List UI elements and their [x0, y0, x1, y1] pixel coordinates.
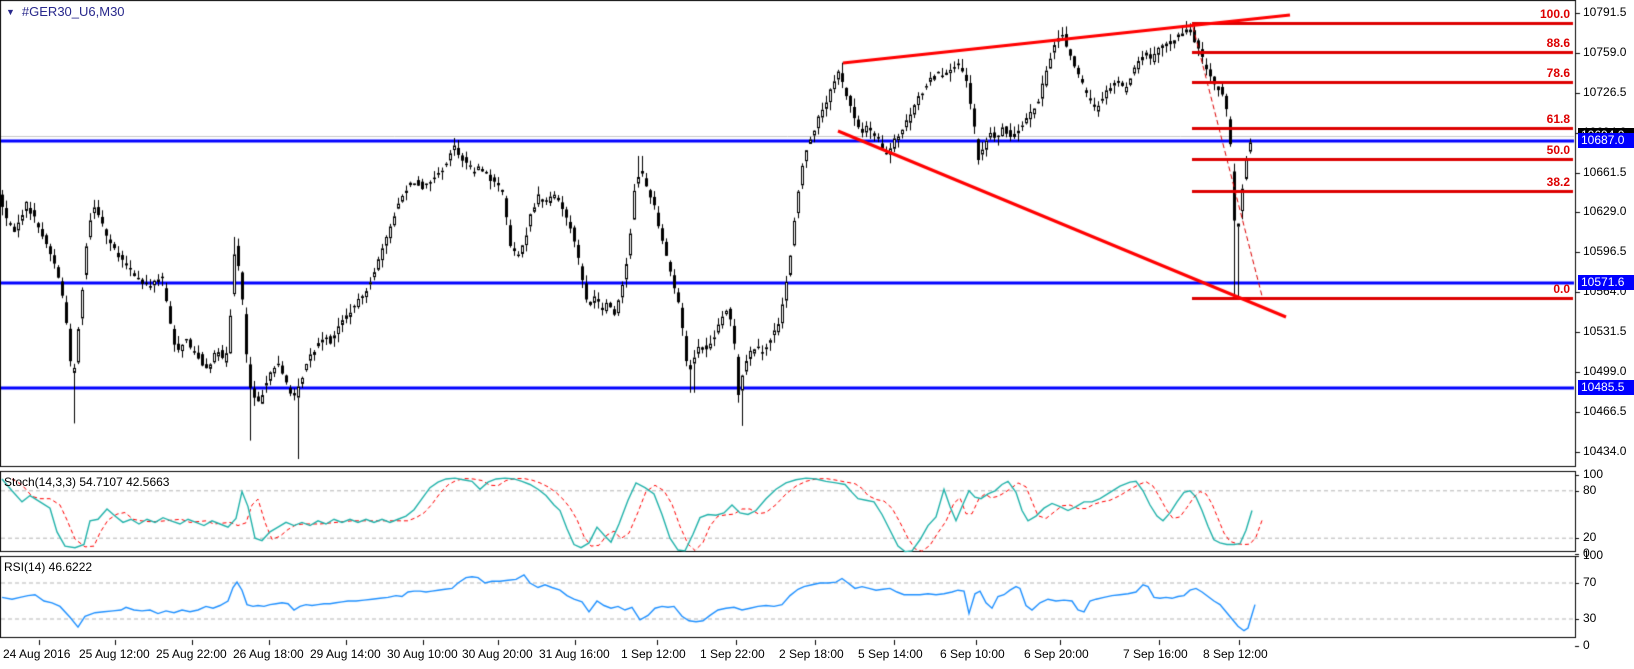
time-tick-label: 24 Aug 2016 — [3, 647, 71, 661]
time-tick-label: 8 Sep 12:00 — [1203, 647, 1268, 661]
chart-title: ▼ #GER30_U6,M30 — [6, 4, 125, 19]
time-axis[interactable]: 24 Aug 2016 25 Aug 12:00 25 Aug 22:00 26 Au… — [0, 640, 1634, 669]
time-tick-label: 1 Sep 12:00 — [621, 647, 686, 661]
time-tick-label: 2 Sep 18:00 — [779, 647, 844, 661]
time-tick-label: 6 Sep 20:00 — [1024, 647, 1089, 661]
time-tick-label: 5 Sep 14:00 — [858, 647, 923, 661]
rsi-indicator-label: RSI(14) 46.6222 — [4, 560, 93, 574]
time-tick-label: 30 Aug 10:00 — [387, 647, 458, 661]
chart-symbol-label: #GER30_U6,M30 — [21, 4, 125, 19]
time-tick-label: 29 Aug 14:00 — [310, 647, 381, 661]
time-tick-label: 30 Aug 20:00 — [462, 647, 533, 661]
time-tick-label: 1 Sep 22:00 — [700, 647, 765, 661]
time-tick-label: 25 Aug 22:00 — [156, 647, 227, 661]
stoch-indicator-label: Stoch(14,3,3) 54.7107 42.5663 — [4, 475, 170, 489]
time-tick-label: 6 Sep 10:00 — [940, 647, 1005, 661]
time-tick-label: 31 Aug 16:00 — [539, 647, 610, 661]
time-tick-label: 7 Sep 16:00 — [1123, 647, 1188, 661]
collapse-chart-icon[interactable]: ▼ — [6, 7, 15, 17]
time-tick-label: 26 Aug 18:00 — [233, 647, 304, 661]
time-tick-label: 25 Aug 12:00 — [79, 647, 150, 661]
